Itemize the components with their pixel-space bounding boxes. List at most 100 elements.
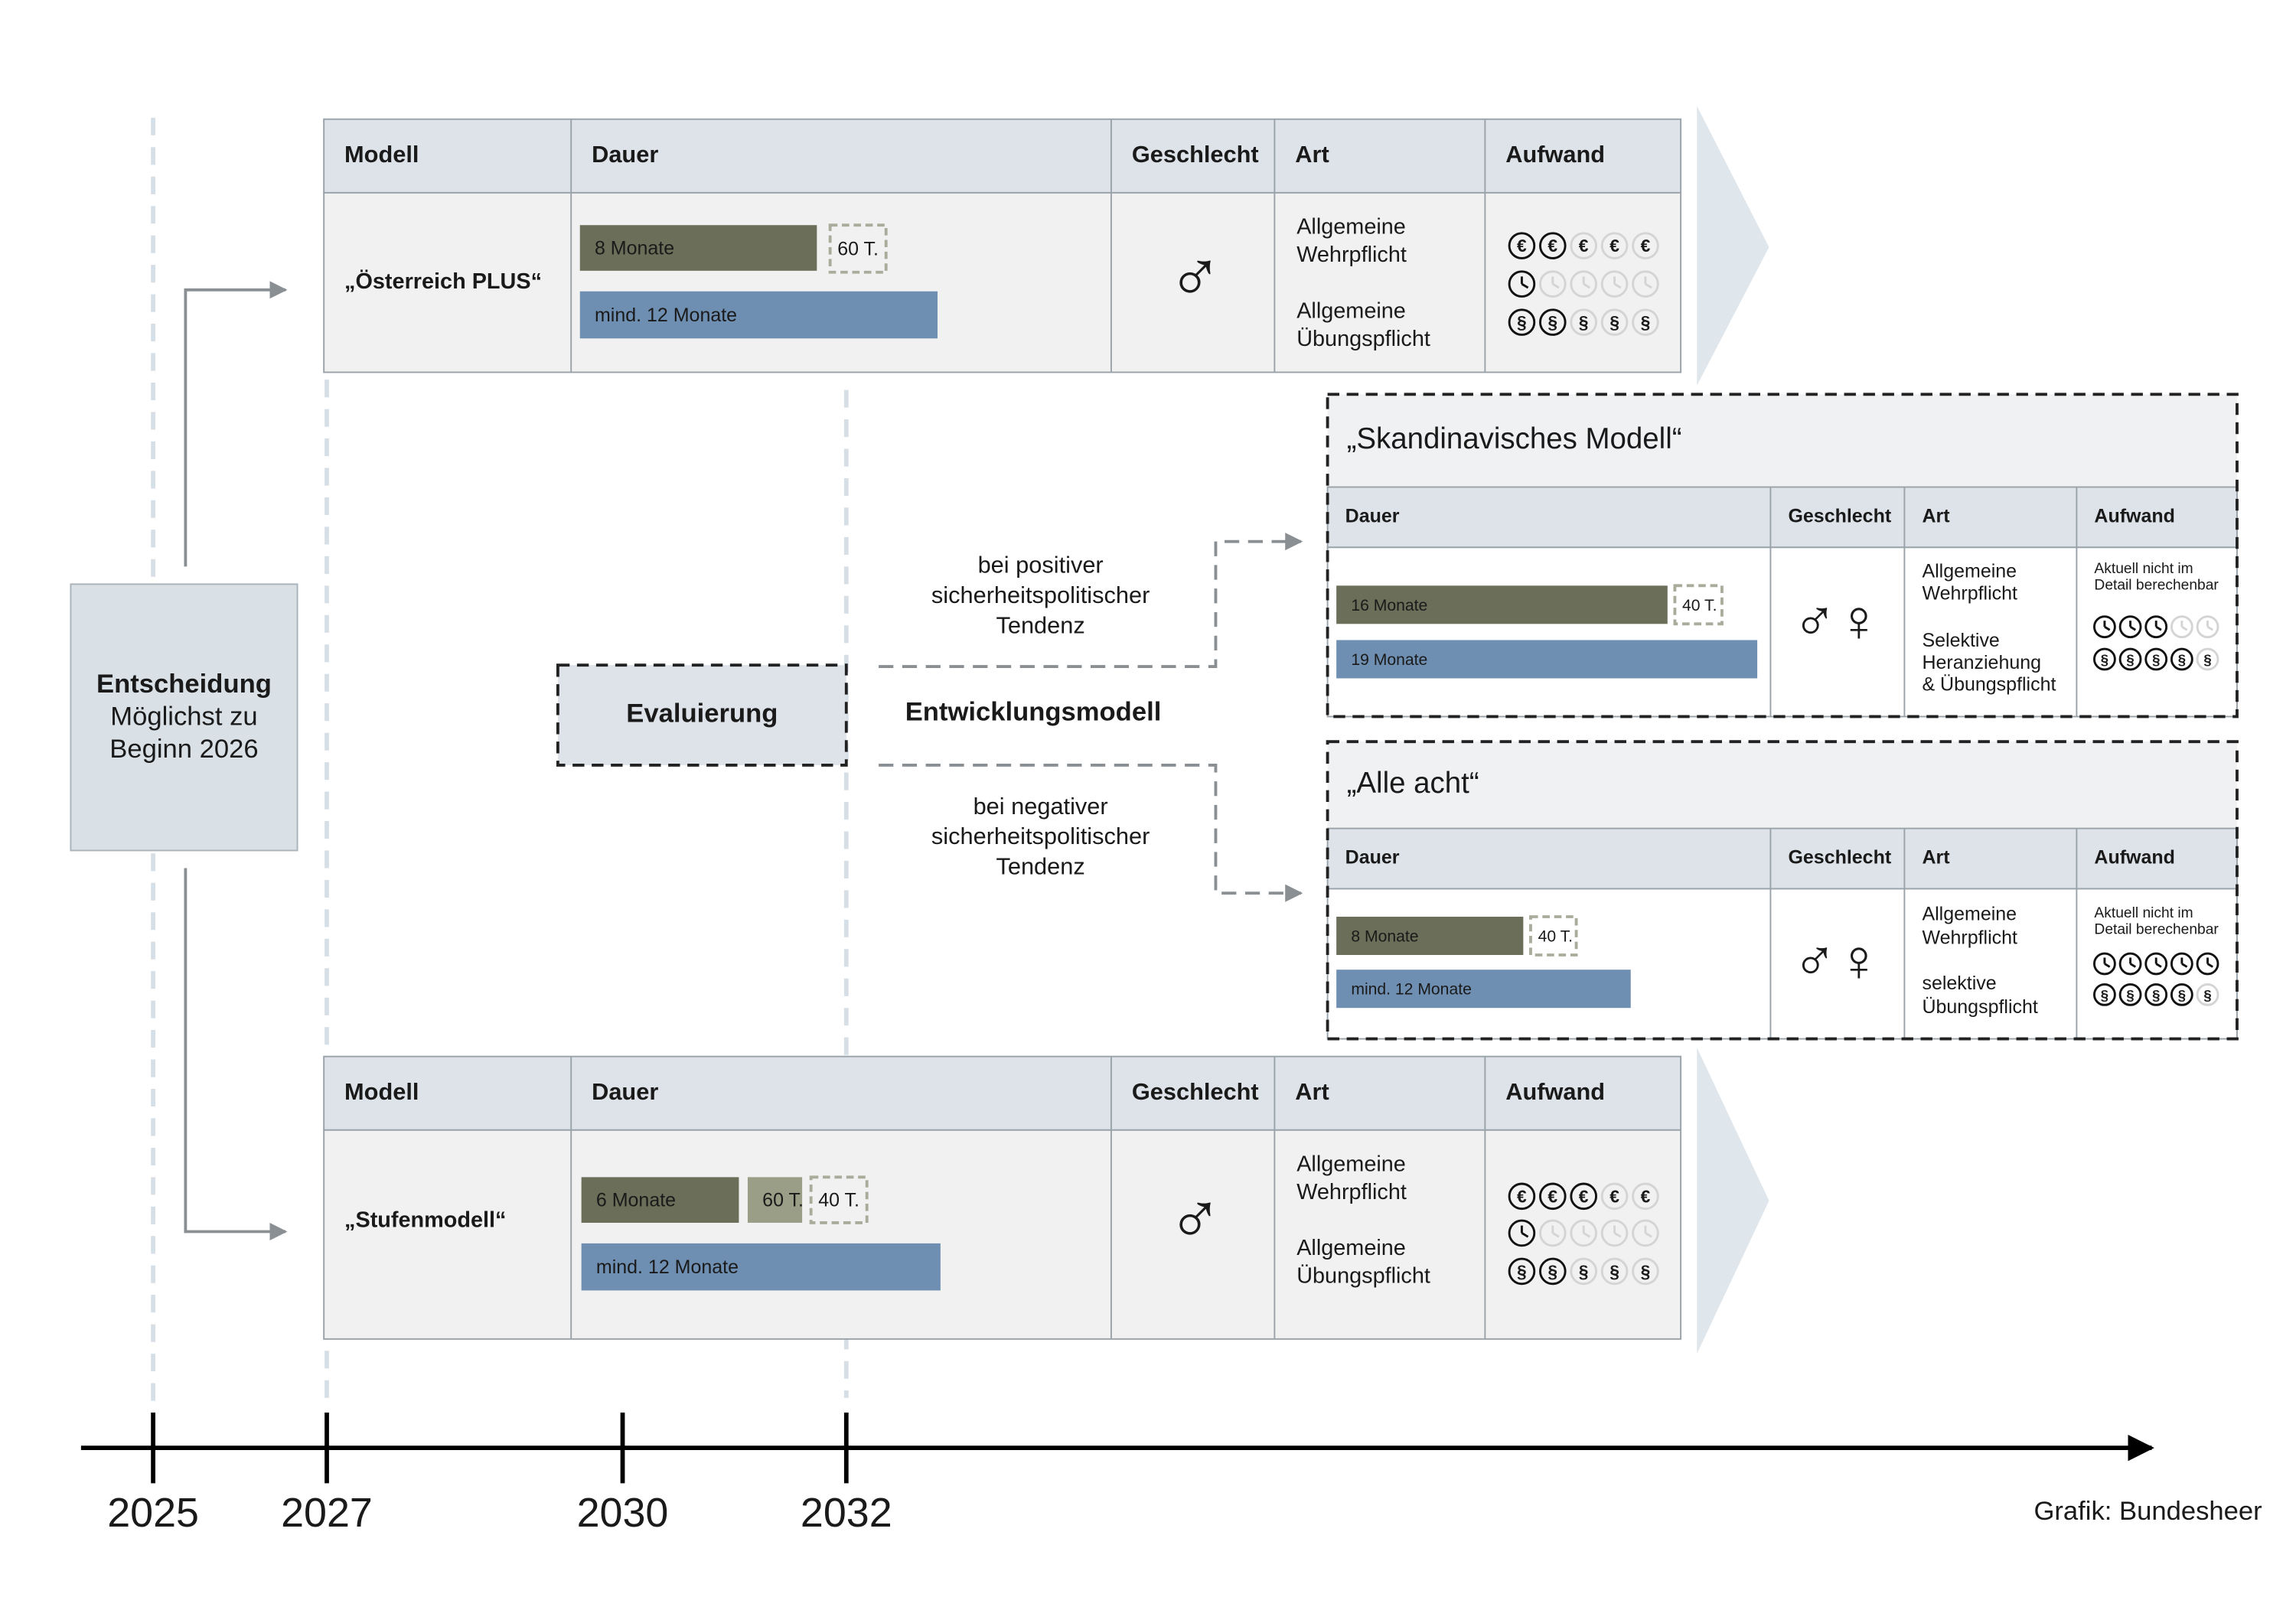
effort-icon [2144,952,2168,976]
art-text: Allgemeine [1296,1152,1406,1177]
gender-symbol: ♂♀ [1792,928,1880,994]
effort-icon [1600,1219,1629,1247]
icon-symbol: § [1548,1261,1557,1281]
icon-circle [2144,615,2168,639]
effort-icon [1570,1219,1597,1247]
effort-icon [2196,952,2219,976]
condition-text: bei positiver [978,551,1104,578]
icon-circle [2093,983,2116,1006]
clock-hand [1583,1232,1591,1238]
table-header [323,1055,1682,1131]
icon-symbol: § [2101,651,2108,667]
effort-icon: § [1632,308,1659,336]
column-header: Modell [344,141,419,168]
arrow [879,764,1303,902]
duration-bar [828,223,888,274]
bar-label: 60 T. [837,238,879,259]
clock-hand [1552,282,1560,289]
icon-circle [2144,647,2168,671]
icon-circle [2196,952,2219,976]
table-body [1326,888,2238,1040]
icon-symbol: § [2126,651,2134,667]
icon-circle [1632,1219,1659,1247]
effort-icon: § [2144,983,2168,1006]
icon-symbol: € [1548,1186,1557,1206]
effort-icon: § [2170,647,2193,671]
icon-circle [2118,952,2142,976]
icon-symbol: € [1609,1186,1619,1206]
clock-hand [2104,625,2111,631]
gender-symbol: ♂♀ [1792,588,1880,654]
bar-label: 16 Monate [1351,597,1427,614]
development-label: Entwicklungsmodell [905,698,1162,727]
art-text: selektive [1922,973,1996,994]
icon-circle [1570,1182,1597,1211]
icon-circle [1539,1257,1567,1286]
scenario-frame [1326,740,2239,1041]
art-text: Wehrpflicht [1922,582,2017,604]
gender-symbol: ♂ [1167,1178,1222,1260]
duration-bar [579,225,817,271]
effort-icon: € [1632,232,1659,259]
duration-bar [1336,640,1758,679]
column-header: Geschlecht [1132,141,1259,168]
icon-circle [2093,952,2116,976]
clock-hand [2206,625,2213,631]
year-label: 2027 [281,1490,373,1536]
icon-symbol: § [1609,1261,1619,1281]
column-header: Aufwand [2094,847,2174,869]
clock-hand [1552,1232,1560,1238]
effort-icon: § [2196,647,2219,671]
effort-icon: § [2170,983,2193,1006]
connectors [184,281,1303,1241]
icon-circle [2196,983,2219,1006]
year-label: 2032 [801,1490,892,1536]
bar-label: mind. 12 Monate [596,1256,739,1278]
icon-circle [2144,952,2168,976]
condition-text: sicherheitspolitischer [931,582,1150,608]
art-text: Wehrpflicht [1922,927,2017,948]
decision-title: Entscheidung [96,670,272,699]
icon-symbol: § [1579,1261,1589,1281]
icon-circle [1570,1257,1597,1286]
effort-icon: € [1508,1182,1536,1211]
clock-hand [2129,625,2137,631]
effort-icon: § [1632,1257,1659,1286]
table-body [323,191,1682,373]
column-header: Art [1295,141,1329,168]
table-body [1326,546,2238,718]
arrow [879,533,1303,669]
effort-icon [2118,952,2142,976]
icon-symbol: § [1579,312,1589,332]
icon-symbol: § [1641,1261,1651,1281]
condition-text: Tendenz [996,611,1084,638]
effort-icon: € [1570,232,1597,259]
column-header: Aufwand [2094,506,2174,527]
icon-symbol: € [1517,236,1527,256]
arrow-shape [1697,106,1769,386]
icon-circle [2118,647,2142,671]
effort-icon: € [1632,1182,1659,1211]
table-body [323,1129,1682,1340]
clock-hand [2181,963,2188,968]
icon-circle [1539,1219,1567,1247]
effort-icon: § [2093,647,2116,671]
evaluation-label: Evaluierung [626,699,778,728]
bar-label: mind. 12 Monate [1351,981,1471,999]
effort-icon [1632,1219,1659,1247]
icon-circle [2118,983,2142,1006]
icon-circle [1600,270,1629,298]
effort-icon: € [1600,1182,1629,1211]
icon-circle [2118,615,2142,639]
clock-hand [1521,1232,1529,1238]
icon-symbol: § [2152,987,2160,1003]
bar-label: 6 Monate [596,1190,676,1211]
bar-label: 40 T. [1538,928,1573,946]
icon-symbol: § [2178,987,2186,1003]
icon-circle [1600,1182,1629,1211]
scenario-title-bar [1327,394,2237,487]
condition-text: sicherheitspolitischer [931,823,1150,849]
art-text: Allgemeine [1922,561,2017,582]
gender-symbol: ♂ [1167,236,1222,318]
column-header: Art [1295,1078,1329,1105]
